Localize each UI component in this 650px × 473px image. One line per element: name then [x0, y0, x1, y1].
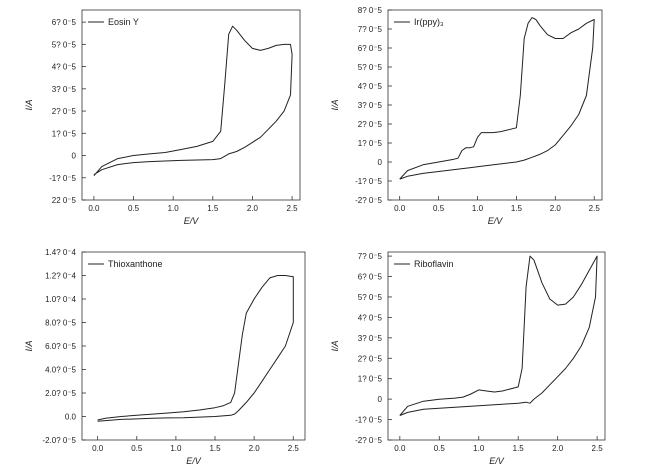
y-tick-label: 5? 0⁻5 — [358, 63, 383, 72]
x-tick-label: 2.5 — [287, 204, 299, 213]
y-tick-label: 1? 0⁻5 — [358, 139, 383, 148]
y-tick-label: 3? 0⁻5 — [358, 101, 383, 110]
y-tick-label: 7? 0⁻5 — [358, 25, 383, 34]
y-tick-label: 1.0? 0⁻4 — [45, 295, 76, 304]
y-axis-label: I/A — [330, 99, 340, 110]
x-tick-label: 1.5 — [207, 204, 219, 213]
x-tick-label: 2.0 — [552, 444, 564, 453]
y-tick-label: 4.0? 0⁻5 — [45, 366, 76, 375]
y-tick-label: 1? 0⁻5 — [358, 375, 383, 384]
y-tick-label: -2.0? 0⁻5 — [42, 436, 76, 445]
y-tick-label: 7? 0⁻5 — [358, 252, 383, 261]
legend-label: Riboflavin — [414, 259, 454, 269]
y-tick-label: -1? 0⁻5 — [355, 177, 382, 186]
x-tick-label: 0.0 — [92, 444, 104, 453]
y-axis-label: I/A — [330, 340, 340, 351]
y-tick-label: 6? 0⁻5 — [358, 44, 383, 53]
y-tick-label: 1.4? 0⁻4 — [45, 248, 76, 257]
y-tick-label: 8.0? 0⁻5 — [45, 319, 76, 328]
series-line-1 — [93, 25, 293, 177]
x-tick-label: 2.5 — [592, 444, 604, 453]
x-tick-label: 1.5 — [513, 444, 525, 453]
x-axis-label: E/V — [489, 456, 505, 466]
x-tick-label: 2.5 — [288, 444, 300, 453]
legend-label: Thioxanthone — [108, 259, 163, 269]
x-tick-label: 0.0 — [88, 204, 100, 213]
legend-label: Ir(ppy)₃ — [414, 17, 444, 27]
x-tick-label: 0.5 — [433, 204, 445, 213]
y-tick-label: 0 — [378, 158, 383, 167]
y-tick-label: -1? 0⁻5 — [355, 416, 382, 425]
y-tick-label: 6? 0⁻5 — [358, 273, 383, 282]
x-tick-label: 1.0 — [472, 204, 484, 213]
plot-frame — [387, 251, 606, 441]
x-tick-label: 1.5 — [209, 444, 221, 453]
y-tick-label: 5? 0⁻5 — [52, 40, 77, 49]
y-tick-label: 4? 0⁻5 — [52, 63, 77, 72]
x-tick-label: 1.0 — [473, 444, 485, 453]
x-tick-label: 1.0 — [168, 204, 180, 213]
x-tick-label: 0.5 — [434, 444, 446, 453]
y-tick-label: 22 0⁻5 — [52, 196, 77, 205]
x-tick-label: 2.0 — [247, 204, 259, 213]
x-tick-label: 0.0 — [394, 444, 406, 453]
chart-panel-4: 0.0 0.5 1.0 1.5 2.0 2.5 -2? 0⁻5 -1? 0⁻5 0 1? 0⁻5 2… — [330, 251, 606, 466]
y-tick-label: 2? 0⁻5 — [358, 354, 383, 363]
x-tick-label: 0.5 — [131, 444, 143, 453]
y-tick-label: 0 — [72, 152, 77, 161]
chart-panel-2: 0.0 0.5 1.0 1.5 2.0 2.5 -2? 0⁻5 -1? 0⁻5 0 1? 0⁻5 2… — [330, 6, 603, 226]
series-line-1 — [97, 275, 294, 422]
x-axis-label: E/V — [184, 216, 200, 226]
plot-frame — [81, 9, 301, 201]
x-tick-label: 1.5 — [511, 204, 523, 213]
y-tick-label: 6? 0⁻5 — [52, 18, 77, 27]
x-tick-label: 0.5 — [128, 204, 140, 213]
y-tick-label: 0 — [378, 395, 383, 404]
x-tick-label: 0.0 — [394, 204, 406, 213]
y-tick-label: 1.2? 0⁻4 — [45, 272, 76, 281]
y-tick-label: 5? 0⁻5 — [358, 293, 383, 302]
x-tick-label: 2.5 — [589, 204, 601, 213]
x-tick-label: 2.0 — [550, 204, 562, 213]
y-axis-label: I/A — [24, 340, 34, 351]
series-line-1 — [399, 255, 598, 416]
x-axis-label: E/V — [488, 216, 504, 226]
y-tick-label: 4? 0⁻5 — [358, 313, 383, 322]
plot-frame — [81, 251, 306, 441]
chart-panel-3: 0.0 0.5 1.0 1.5 2.0 2.5 -2.0? 0⁻5 0.0 2.0? 0⁻5 4.… — [24, 248, 306, 466]
y-axis-label: I/A — [24, 99, 34, 110]
chart-panel-1: 0.0 0.5 1.0 1.5 2.0 2.5 22 0⁻5 -1? 0⁻5 0 1? 0⁻5 2?… — [24, 9, 301, 226]
y-tick-label: -2? 0⁻5 — [355, 436, 382, 445]
y-tick-label: 8? 0⁻5 — [358, 6, 383, 15]
legend-label: Eosin Y — [108, 17, 139, 27]
series-line-1 — [399, 17, 595, 180]
y-tick-label: 2? 0⁻5 — [358, 120, 383, 129]
y-tick-label: 4? 0⁻5 — [358, 82, 383, 91]
y-tick-label: 3? 0⁻5 — [358, 334, 383, 343]
y-tick-label: 6.0? 0⁻5 — [45, 342, 76, 351]
y-tick-label: 3? 0⁻5 — [52, 85, 77, 94]
x-tick-label: 2.0 — [249, 444, 261, 453]
y-tick-label: -2? 0⁻5 — [355, 196, 382, 205]
plot-frame — [387, 9, 603, 201]
x-tick-label: 1.0 — [170, 444, 182, 453]
y-tick-label: 0.0 — [65, 413, 77, 422]
y-tick-label: -1? 0⁻5 — [49, 174, 76, 183]
x-axis-label: E/V — [186, 456, 202, 466]
y-tick-label: 2.0? 0⁻5 — [45, 389, 76, 398]
y-tick-label: 1? 0⁻5 — [52, 129, 77, 138]
y-tick-label: 2? 0⁻5 — [52, 107, 77, 116]
